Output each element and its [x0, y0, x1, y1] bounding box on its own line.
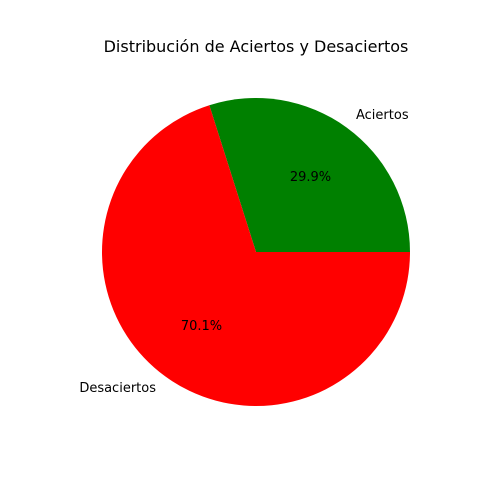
slice-label-aciertos: Aciertos	[356, 108, 409, 123]
pie-labels: Aciertos 29.9% Desaciertos 70.1%	[79, 108, 409, 396]
slice-percent-desaciertos: 70.1%	[181, 319, 222, 334]
pie-slices	[101, 97, 411, 406]
pie-slice-aciertos	[209, 97, 410, 252]
chart-title: Distribución de Aciertos y Desaciertos	[104, 37, 409, 56]
pie-slice-desaciertos	[101, 105, 411, 406]
slice-percent-aciertos: 29.9%	[290, 170, 331, 185]
slice-label-desaciertos: Desaciertos	[79, 381, 156, 396]
